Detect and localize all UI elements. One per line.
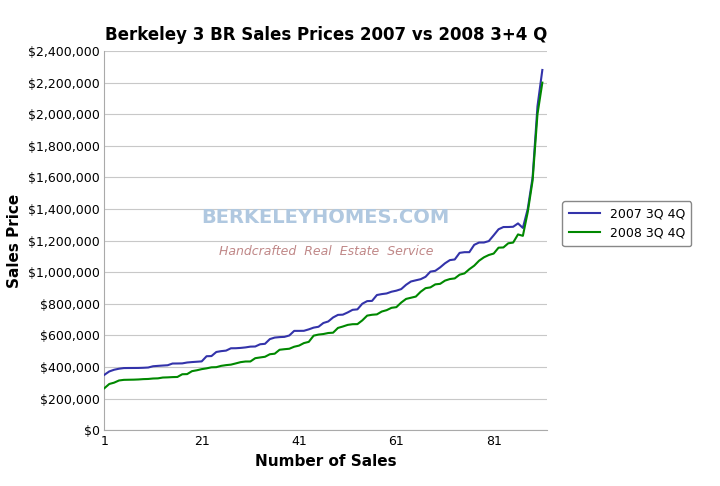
2008 3Q 4Q (153, 376, 162, 382)
X-axis label: Number of Sales: Number of Sales (255, 453, 397, 469)
2007 3Q 4Q (538, 67, 546, 73)
2008 3Q 4Q (523, 209, 532, 215)
2007 3Q 4Q (528, 174, 537, 180)
2008 3Q 4Q (538, 80, 546, 86)
2007 3Q 4Q (100, 372, 109, 378)
2007 3Q 4Q (470, 242, 479, 248)
Line: 2008 3Q 4Q: 2008 3Q 4Q (104, 83, 542, 388)
2008 3Q 4Q (470, 263, 479, 269)
2008 3Q 4Q (100, 385, 109, 391)
2007 3Q 4Q (153, 363, 162, 369)
2007 3Q 4Q (202, 353, 211, 359)
Legend: 2007 3Q 4Q, 2008 3Q 4Q: 2007 3Q 4Q, 2008 3Q 4Q (562, 201, 691, 246)
2008 3Q 4Q (528, 177, 537, 183)
Text: Handcrafted  Real  Estate  Service: Handcrafted Real Estate Service (219, 245, 433, 259)
2008 3Q 4Q (202, 365, 211, 371)
2007 3Q 4Q (212, 349, 220, 355)
Line: 2007 3Q 4Q: 2007 3Q 4Q (104, 70, 542, 375)
Title: Berkeley 3 BR Sales Prices 2007 vs 2008 3+4 Q: Berkeley 3 BR Sales Prices 2007 vs 2008 … (104, 26, 547, 44)
Y-axis label: Sales Price: Sales Price (7, 193, 22, 288)
Text: BERKELEYHOMES.COM: BERKELEYHOMES.COM (202, 208, 450, 227)
2007 3Q 4Q (523, 206, 532, 212)
2008 3Q 4Q (212, 364, 220, 370)
